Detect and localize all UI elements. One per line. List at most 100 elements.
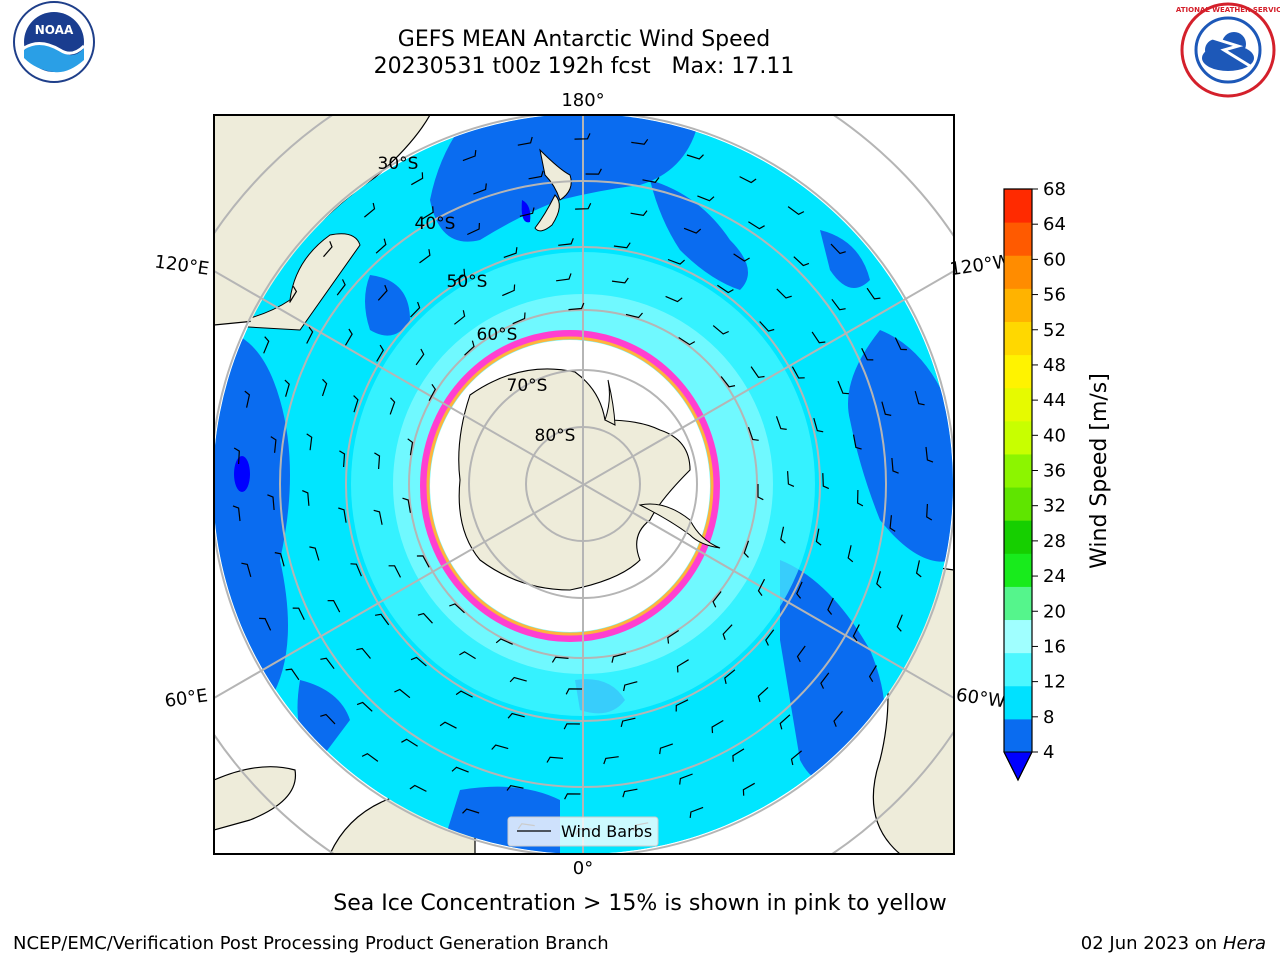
wind-barb [796,645,806,663]
wind-barb [822,473,830,490]
wind-barb [748,221,765,230]
colorbar-tick-label: 8 [1043,707,1054,728]
wind-barb [896,614,903,632]
colorbar-segment [1004,619,1032,654]
wind-barb [394,688,411,699]
wind-barb [459,651,476,660]
lon-label-180: 180° [561,90,604,111]
wind-barb [891,457,899,474]
footer-credit: NCEP/EMC/Verification Post Processing Pr… [13,933,609,954]
wind-barb [336,279,346,296]
wind-barb [259,617,272,631]
wind-barb [289,285,298,303]
wind-barb [667,629,680,644]
wind-barb [350,563,362,577]
wind-barb [495,638,513,645]
wind-barb [507,712,525,719]
wind-barb [603,756,619,765]
colorbar-outline [1003,188,1033,782]
wind-barb [787,471,795,487]
wind-barb [667,258,685,265]
wind-barb [689,806,704,818]
colorbar-segment [1004,453,1032,488]
wind-barb [679,773,693,785]
lat-label-50s: 50°S [447,272,488,292]
wind-barb [642,177,660,183]
wind-barb [686,154,704,160]
wind-barb [676,659,689,673]
wind-barb [574,133,591,140]
wind-barb [775,416,787,430]
wind-barb [813,417,824,433]
wind-barb [796,581,803,599]
wind-barb [375,238,387,254]
legend-label: Wind Barbs [561,822,652,841]
wind-barb [759,321,775,332]
colorbar-tick-label: 40 [1043,425,1066,446]
wind-barb [377,284,388,301]
wind-barb [724,669,736,685]
wind-barb [464,340,475,356]
wind-barb [623,681,638,692]
wind-barb [747,427,759,441]
wind-barb [503,247,518,258]
wind-barb [914,390,925,406]
wind-barb [926,503,933,521]
wind-barb [327,599,341,613]
colorbar-segment [1004,420,1032,455]
wind-barbs [232,133,934,835]
wind-barb [462,150,477,162]
colorbar-tick-label: 48 [1043,355,1066,376]
svg-text:NATIONAL WEATHER SERVICE: NATIONAL WEATHER SERVICE [1176,6,1280,14]
footer-date-text: 02 Jun 2023 on [1080,933,1218,954]
wind-barb [856,489,864,507]
wind-barb [876,571,882,589]
wind-barb [743,540,750,558]
colorbar-tick-label: 56 [1043,285,1066,306]
wind-barb [683,227,702,234]
wind-barb [462,808,480,814]
noaa-logo: NOAA [13,1,95,83]
wind-barb [233,447,240,465]
colorbar-tick-label: 16 [1043,636,1066,657]
nws-logo: NATIONAL WEATHER SERVICE [1176,2,1280,98]
wind-barb [454,310,466,325]
lon-label-60e: 60°E [163,685,209,712]
colorbar-under-arrow [1003,751,1033,782]
wind-barb [742,782,755,796]
colorbar-segment [1004,321,1032,356]
colorbar-tick-label: 32 [1043,496,1066,517]
wind-barb [374,452,381,470]
wind-barb [551,656,569,663]
wind-barb [733,253,750,262]
wind-barb [790,750,802,766]
wind-barb [302,490,310,506]
wind-barb [659,743,673,755]
wind-barb [711,719,724,734]
colorbar-tick-label: 4 [1043,742,1054,763]
wind-barb [401,738,418,747]
wind-barb [665,295,683,303]
wind-barb [620,717,636,728]
wind-barb [267,494,275,511]
wind-barb [739,176,757,184]
wind-barb [697,195,715,202]
wind-barb [320,713,336,725]
wind-barb [409,784,427,792]
wind-barb [717,284,734,294]
wind-barb [712,325,729,335]
wind-barb [765,629,775,646]
wind-barb [750,366,765,378]
wind-barb [285,668,300,681]
map-title: GEFS MEAN Antarctic Wind Speed [397,27,771,52]
wind-barb [439,721,457,729]
wind-barb [417,612,433,624]
colorbar-tick-label: 12 [1043,672,1066,693]
wind-barb [353,395,359,413]
wind-barb [831,298,846,311]
colorbar-tick-label: 44 [1043,390,1066,411]
lon-label-120e: 120°E [153,251,210,279]
wind-barb [678,336,696,346]
